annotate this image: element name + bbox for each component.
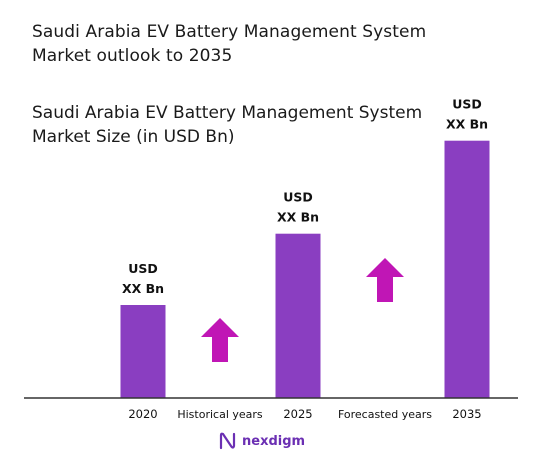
data-label-2020-line-2: XX Bn bbox=[122, 281, 164, 296]
data-label-2035-line-1: USD bbox=[452, 97, 482, 112]
data-label-2020-line-1: USD bbox=[128, 261, 158, 276]
x-tick-label-2020: 2020 bbox=[128, 407, 157, 421]
bar-2020 bbox=[120, 305, 166, 398]
labels-layer: USD XX Bn 2020 USD XX Bn 2025 USD XX Bn 2035 Hist… bbox=[122, 97, 488, 421]
brand-logo: nexdigm bbox=[218, 430, 305, 452]
brand-name: nexdigm bbox=[242, 433, 306, 449]
chart-title: Saudi Arabia EV Battery Management Syste… bbox=[32, 103, 423, 147]
annotation-label-2: Forecasted years bbox=[338, 408, 432, 421]
annotation-label-1: Historical years bbox=[177, 408, 263, 421]
x-tick-label-2035: 2035 bbox=[452, 407, 481, 421]
arrow-up-icon bbox=[201, 318, 239, 362]
arrow-up-icon bbox=[366, 258, 404, 302]
bar-2025 bbox=[275, 233, 321, 398]
x-tick-label-2025: 2025 bbox=[283, 407, 312, 421]
data-label-2025-line-1: USD bbox=[283, 190, 313, 205]
arrows-layer bbox=[201, 258, 404, 362]
page-title: Saudi Arabia EV Battery Management Syste… bbox=[32, 22, 427, 66]
bar-2035 bbox=[444, 140, 490, 398]
data-label-2025-line-2: XX Bn bbox=[277, 210, 319, 225]
bars-layer bbox=[120, 140, 490, 398]
data-label-2035-line-2: XX Bn bbox=[446, 117, 488, 132]
nexdigm-logo-icon bbox=[219, 432, 236, 450]
